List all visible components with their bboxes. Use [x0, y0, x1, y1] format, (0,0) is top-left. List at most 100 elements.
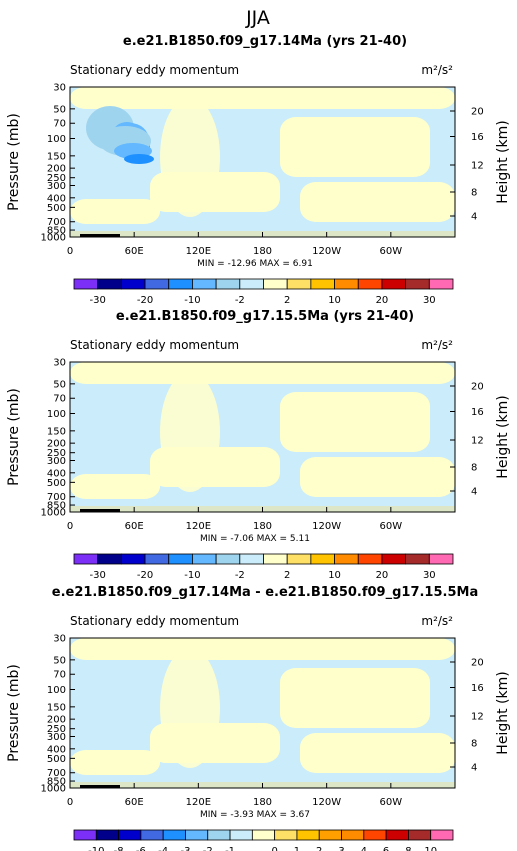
colorbar-label: -2: [235, 570, 245, 581]
colorbar-swatch: [334, 553, 359, 565]
colorbar-swatch: [286, 553, 312, 565]
colorbar-swatch: [95, 829, 119, 841]
pressure-tick-label: 30: [53, 634, 66, 645]
colorbar-swatch: [73, 829, 97, 841]
colorbar-swatch: [363, 829, 387, 841]
colorbar-swatch: [97, 278, 122, 290]
colorbar-swatch: [334, 278, 359, 290]
pressure-axis-title: Pressure (mb): [6, 113, 22, 211]
topography: [80, 785, 120, 788]
height-tick-label: 8: [471, 188, 477, 199]
height-axis-title: Height (km): [495, 120, 511, 203]
colorbar-label: -10: [184, 295, 200, 306]
pressure-tick-label: 30: [53, 83, 66, 94]
pressure-tick-label: 1000: [41, 508, 66, 519]
colorbar-label: 10: [328, 295, 341, 306]
topography: [80, 509, 120, 512]
height-tick-label: 20: [471, 107, 484, 118]
colorbar-label: 10: [424, 846, 437, 851]
longitude-tick-label: 0: [67, 521, 73, 532]
colorbar-label: -1: [225, 846, 235, 851]
pressure-tick-label: 400: [47, 468, 66, 479]
height-axis-title: Height (km): [495, 395, 511, 478]
positive-region: [300, 182, 455, 222]
colorbar-swatch: [310, 278, 335, 290]
longitude-tick-label: 60W: [380, 521, 403, 532]
colorbar-swatch: [162, 829, 186, 841]
panel-variable-label: Stationary eddy momentum: [70, 63, 239, 77]
height-tick-label: 12: [471, 161, 484, 172]
pressure-tick-label: 850: [47, 226, 66, 237]
panel-units-label: m²/s²: [421, 63, 453, 77]
pressure-tick-label: 700: [47, 217, 66, 228]
colorbar-label: -8: [114, 846, 124, 851]
colorbar-swatch: [168, 278, 193, 290]
colorbar-label: -2: [235, 295, 245, 306]
colorbar-swatch: [405, 553, 430, 565]
pressure-tick-label: 70: [53, 394, 66, 405]
colorbar-label: 8: [405, 846, 411, 851]
colorbar-swatch: [263, 278, 288, 290]
pressure-tick-label: 50: [53, 379, 66, 390]
pressure-tick-label: 30: [53, 358, 66, 369]
positive-region: [300, 457, 455, 497]
positive-region: [70, 362, 455, 384]
pressure-tick-label: 200: [47, 715, 66, 726]
panel-variable-label: Stationary eddy momentum: [70, 614, 239, 628]
pressure-tick-label: 150: [47, 702, 66, 713]
colorbar-swatch: [310, 553, 335, 565]
colorbar-swatch: [120, 553, 146, 565]
colorbar-label: 20: [376, 295, 389, 306]
panel-units-label: m²/s²: [421, 614, 453, 628]
pressure-tick-label: 400: [47, 744, 66, 755]
height-tick-label: 4: [471, 212, 477, 223]
pressure-tick-label: 50: [53, 655, 66, 666]
colorbar-swatch: [192, 553, 217, 565]
longitude-tick-label: 0: [67, 246, 73, 257]
colorbar-swatch: [140, 829, 164, 841]
positive-region: [160, 372, 220, 492]
pressure-tick-label: 1000: [41, 784, 66, 795]
panel-3: e.e21.B1850.f09_g17.14Ma - e.e21.B1850.f…: [6, 126, 511, 851]
colorbar-label: -6: [136, 846, 146, 851]
pressure-tick-label: 150: [47, 151, 66, 162]
colorbar-swatch: [381, 553, 407, 565]
height-tick-label: 8: [471, 739, 477, 750]
colorbar-swatch: [144, 553, 170, 565]
height-tick-label: 20: [471, 382, 484, 393]
height-tick-label: 8: [471, 463, 477, 474]
topography: [80, 234, 120, 237]
pressure-tick-label: 300: [47, 181, 66, 192]
colorbar-swatch: [118, 829, 142, 841]
colorbar-swatch: [263, 553, 288, 565]
pressure-tick-label: 500: [47, 478, 66, 489]
colorbar-swatch: [296, 829, 320, 841]
positive-region: [280, 117, 430, 177]
min-max-label: MIN = -12.96 MAX = 6.91: [197, 259, 313, 269]
colorbar-swatch: [239, 553, 264, 565]
colorbar-label: -20: [137, 295, 153, 306]
colorbar-swatch: [73, 553, 99, 565]
colorbar-label: 20: [376, 570, 389, 581]
colorbar-label: 2: [284, 295, 290, 306]
height-tick-label: 12: [471, 712, 484, 723]
negative-core: [124, 154, 154, 164]
colorbar-swatch: [357, 553, 383, 565]
pressure-tick-label: 250: [47, 448, 66, 459]
positive-region: [70, 87, 455, 109]
panel-variable-label: Stationary eddy momentum: [70, 338, 239, 352]
longitude-tick-label: 120W: [312, 797, 341, 808]
height-tick-label: 12: [471, 436, 484, 447]
pressure-tick-label: 50: [53, 104, 66, 115]
colorbar-swatch: [168, 553, 193, 565]
colorbar-swatch: [430, 829, 454, 841]
colorbar-swatch: [385, 829, 409, 841]
colorbar-label: 2: [316, 846, 322, 851]
height-tick-label: 16: [471, 407, 484, 418]
colorbar-swatch: [318, 829, 342, 841]
panel-units-label: m²/s²: [421, 338, 453, 352]
panel-title: e.e21.B1850.f09_g17.14Ma - e.e21.B1850.f…: [52, 585, 478, 600]
figure-title: JJA: [245, 7, 270, 29]
colorbar-label: 10: [328, 570, 341, 581]
longitude-tick-label: 120E: [186, 797, 211, 808]
